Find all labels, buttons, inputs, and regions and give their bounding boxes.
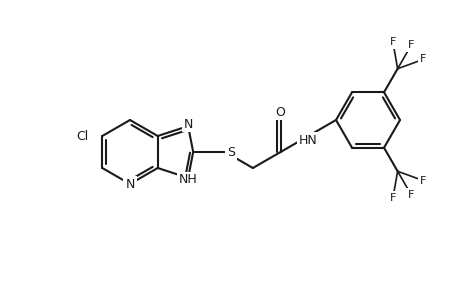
Text: NH: NH <box>179 173 197 186</box>
Text: F: F <box>389 193 395 203</box>
Text: F: F <box>407 190 414 200</box>
Text: F: F <box>407 40 414 50</box>
Text: F: F <box>389 37 395 47</box>
Text: O: O <box>275 106 285 118</box>
Text: F: F <box>419 176 425 185</box>
Text: Cl: Cl <box>76 130 88 142</box>
Text: N: N <box>183 118 192 130</box>
Text: F: F <box>419 55 425 64</box>
Text: N: N <box>125 178 134 190</box>
Text: S: S <box>227 146 235 158</box>
Text: HN: HN <box>298 134 317 146</box>
